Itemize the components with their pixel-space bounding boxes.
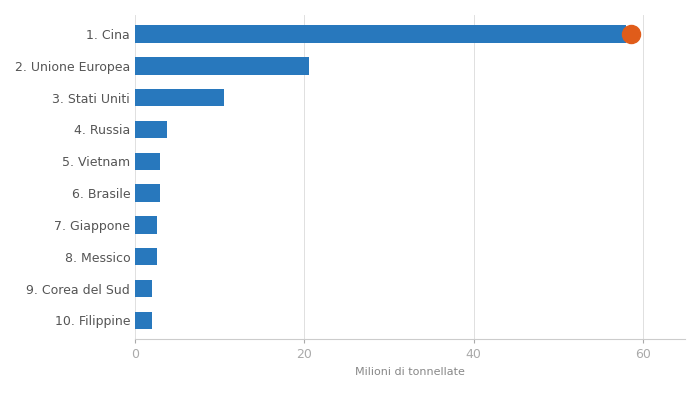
Bar (135, 121, 167, 138)
Bar (135, 152, 160, 170)
Bar (135, 57, 309, 75)
Text: 3: 3 (254, 161, 299, 223)
Bar (135, 184, 160, 202)
Text: 3: 3 (373, 161, 418, 223)
Bar (135, 312, 152, 329)
Bar (135, 248, 157, 266)
Bar (135, 216, 157, 234)
X-axis label: Milioni di tonnellate: Milioni di tonnellate (355, 367, 465, 377)
Bar (135, 25, 626, 43)
Bar (135, 89, 224, 106)
Bar (135, 280, 152, 297)
